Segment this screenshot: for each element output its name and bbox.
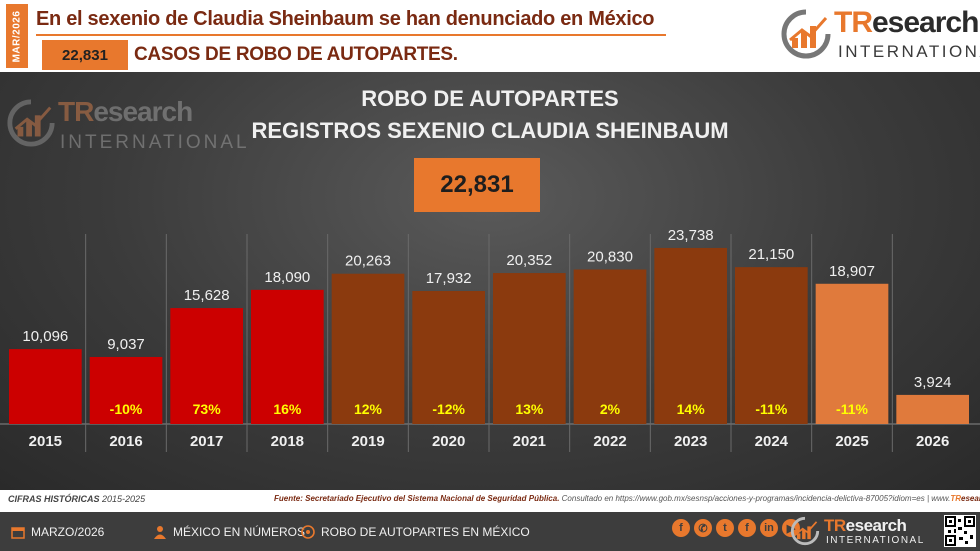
search-icon [300, 524, 316, 540]
mexico-numbers-item: MÉXICO EN NÚMEROS [152, 524, 305, 540]
bar-2020 [412, 291, 485, 424]
x-tick-label: 2024 [755, 433, 789, 450]
x-tick-label: 2020 [432, 433, 465, 450]
social-links: f ✆ t f in ▶ [672, 519, 800, 537]
pct-change-label: 16% [273, 401, 302, 417]
chart-subtitle: REGISTROS SEXENIO CLAUDIA SHEINBAUM [251, 118, 729, 143]
date-tag: MAR/2026 [6, 4, 28, 68]
footer-logo: TResearch INTERNATIONAL [790, 516, 930, 548]
bar-2018 [251, 289, 324, 424]
source-note: Fuente: Secretariado Ejecutivo del Siste… [274, 494, 980, 503]
watermark-mark-icon [7, 99, 55, 147]
x-tick-label: 2016 [109, 433, 142, 450]
logo-mark-icon [781, 9, 831, 59]
bar-2021 [493, 273, 566, 424]
facebook-alt-icon[interactable]: f [738, 519, 756, 537]
bar-2022 [573, 269, 647, 424]
chart-title: ROBO DE AUTOPARTES [361, 86, 619, 111]
pct-change-label: -11% [755, 401, 787, 417]
x-tick-label: 2025 [835, 433, 868, 450]
value-label: 21,150 [748, 246, 794, 263]
value-label: 20,352 [506, 252, 552, 269]
footer-logo-mark-icon [790, 516, 820, 546]
bar-2024 [735, 267, 808, 424]
headline: En el sexenio de Claudia Sheinbaum se ha… [36, 8, 655, 30]
value-label: 18,907 [829, 263, 875, 280]
bar-2025 [815, 283, 889, 424]
value-label: 20,263 [345, 253, 391, 270]
pct-change-label: 12% [354, 401, 383, 417]
qr-code-icon[interactable] [944, 515, 976, 547]
calendar-icon [10, 524, 26, 540]
bar-chart: 10,096 2015 9,037 -10% 2016 15,628 73% 2017 18,0… [0, 227, 980, 452]
pct-change-label: 73% [193, 401, 222, 417]
twitter-icon[interactable]: t [716, 519, 734, 537]
pct-change-label: 13% [515, 401, 544, 417]
count-badge: 22,831 [42, 40, 128, 70]
bar-2019 [331, 273, 405, 424]
pct-change-label: -11% [836, 401, 868, 417]
logo: TResearch INTERNATIONAL [780, 6, 980, 66]
value-label: 15,628 [184, 287, 230, 304]
headline-underline [36, 34, 666, 36]
bar-2016 [89, 356, 163, 424]
pct-change-label: -12% [432, 401, 465, 417]
value-label: 10,096 [22, 328, 68, 345]
bar-2023 [654, 247, 727, 424]
whatsapp-icon[interactable]: ✆ [694, 519, 712, 537]
value-label: 18,090 [264, 269, 310, 286]
value-label: 3,924 [914, 374, 952, 391]
pct-change-label: -10% [110, 401, 143, 417]
value-label: 17,932 [426, 270, 472, 287]
x-tick-label: 2021 [513, 433, 546, 450]
pct-change-label: 2% [600, 401, 621, 417]
historical-note: CIFRAS HISTÓRICAS 2015-2025 [8, 494, 146, 504]
footer-bar [0, 490, 980, 512]
bar-2017 [170, 308, 243, 424]
x-tick-label: 2019 [351, 433, 384, 450]
pct-change-label: 14% [677, 401, 706, 417]
total-badge: 22,831 [414, 158, 540, 212]
x-tick-label: 2018 [271, 433, 304, 450]
x-tick-label: 2015 [29, 433, 62, 450]
value-label: 20,830 [587, 249, 633, 266]
date-item: MARZO/2026 [10, 524, 104, 540]
x-tick-label: 2023 [674, 433, 707, 450]
header [0, 0, 980, 72]
subline: CASOS DE ROBO DE AUTOPARTES. [134, 44, 458, 65]
value-label: 9,037 [107, 336, 145, 353]
value-label: 23,738 [668, 227, 714, 244]
x-tick-label: 2026 [916, 433, 949, 450]
bar-2026 [896, 394, 969, 424]
x-tick-label: 2022 [593, 433, 626, 450]
x-tick-label: 2017 [190, 433, 223, 450]
bar-2015 [9, 349, 82, 424]
people-icon [152, 524, 168, 540]
linkedin-icon[interactable]: in [760, 519, 778, 537]
facebook-icon[interactable]: f [672, 519, 690, 537]
topic-item: ROBO DE AUTOPARTES EN MÉXICO [300, 524, 530, 540]
watermark-logo: TResearch INTERNATIONAL [6, 92, 247, 162]
